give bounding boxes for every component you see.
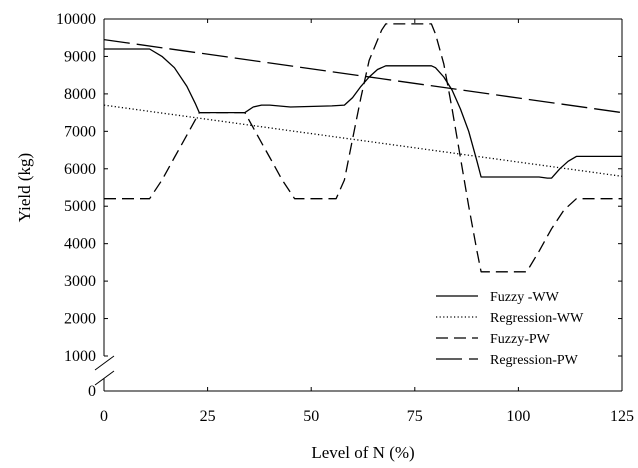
legend: Fuzzy -WW Regression-WW Fuzzy-PW Regression…	[436, 290, 584, 368]
y-axis-title: Yield (kg)	[15, 153, 34, 222]
axes: 0100020003000400050006000700080009000100…	[56, 11, 634, 425]
x-tick-label: 25	[200, 408, 216, 425]
y-tick-label: 6000	[64, 161, 96, 178]
x-tick-label: 100	[506, 408, 530, 425]
series-line-1	[104, 48, 622, 179]
y-tick-label: 10000	[56, 11, 96, 28]
y-tick-label: 3000	[64, 273, 96, 290]
x-tick-label: 0	[100, 408, 108, 425]
legend-label-1: Fuzzy -WW	[490, 290, 560, 305]
y-tick-label: 7000	[64, 123, 96, 140]
series-line-4	[103, 38, 623, 114]
y-axis-break-mark-lower	[94, 370, 115, 386]
y-tick-label: 2000	[64, 311, 96, 328]
x-axis-title: Level of N (%)	[311, 443, 414, 462]
legend-label-2: Regression-WW	[490, 311, 584, 326]
y-tick-label: 0	[88, 383, 96, 400]
series-line-2	[103, 104, 623, 177]
y-tick-label: 8000	[64, 86, 96, 103]
series-line-3	[104, 23, 622, 273]
y-tick-label: 9000	[64, 48, 96, 65]
x-tick-label: 125	[610, 408, 634, 425]
y-tick-label: 1000	[64, 348, 96, 365]
x-tick-label: 75	[407, 408, 423, 425]
x-tick-label: 50	[303, 408, 319, 425]
legend-label-4: Regression-PW	[490, 353, 579, 368]
y-tick-label: 4000	[64, 236, 96, 253]
series-layer	[103, 23, 623, 273]
y-axis-break-mark-upper	[94, 355, 115, 371]
y-tick-label: 5000	[64, 198, 96, 215]
legend-label-3: Fuzzy-PW	[490, 332, 551, 347]
